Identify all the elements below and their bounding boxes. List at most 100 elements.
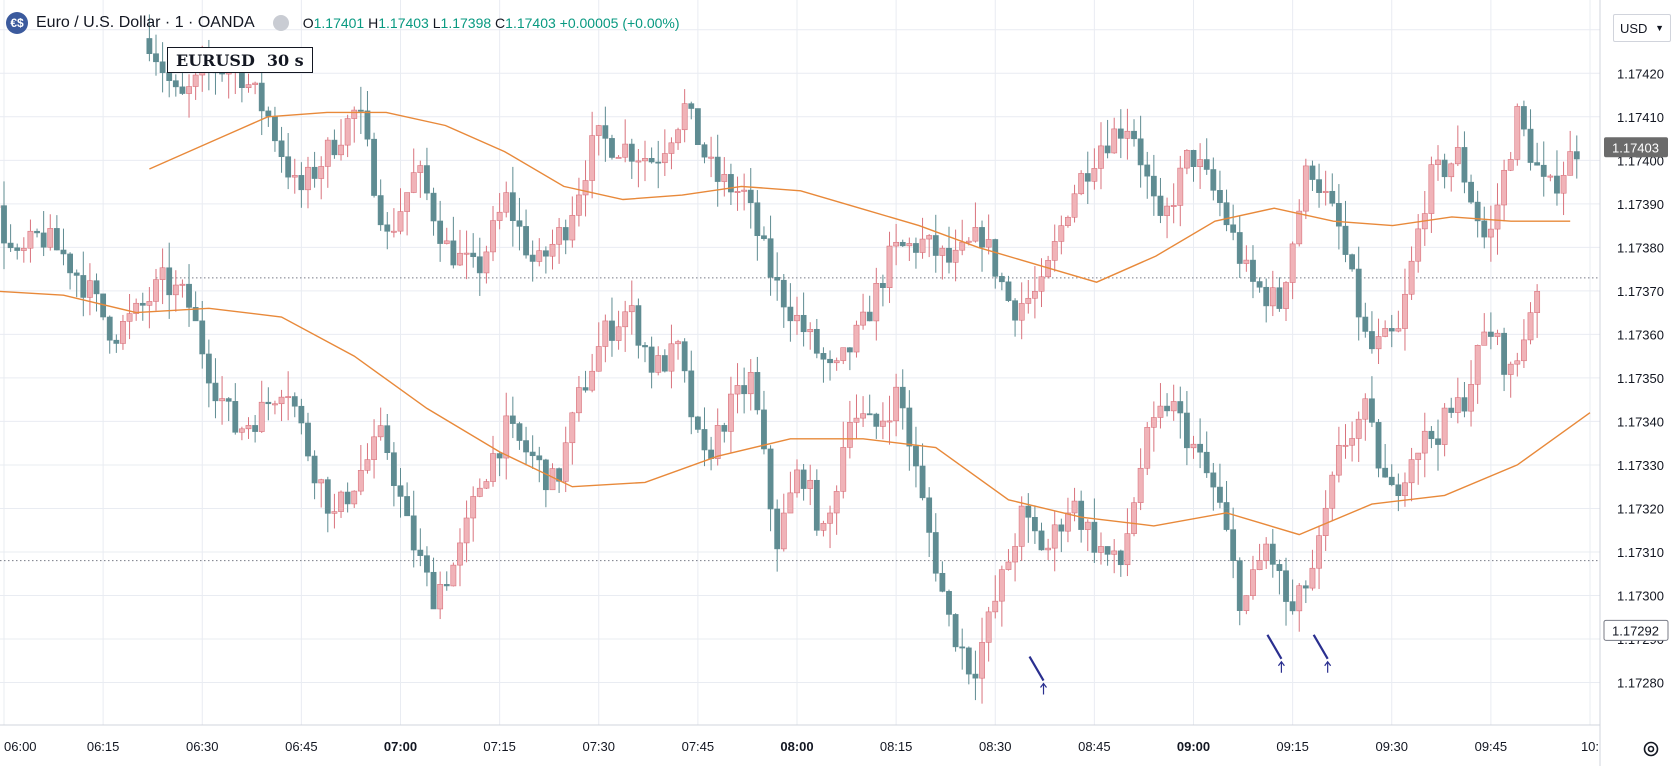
lower-candle	[873, 413, 880, 427]
lower-candle	[1124, 533, 1131, 566]
upper-candle	[1369, 331, 1375, 350]
upper-candle	[179, 86, 186, 94]
lower-candle	[780, 512, 787, 550]
upper-candle	[767, 238, 774, 278]
lower-candle	[1177, 401, 1184, 414]
currency-flag-icon: €$	[6, 12, 28, 34]
currency-dropdown[interactable]: USD ▼	[1613, 14, 1671, 42]
lower-candle	[761, 409, 767, 450]
x-tick-label: 10:	[1581, 739, 1599, 754]
lower-candle	[53, 228, 60, 251]
lower-candle	[437, 584, 444, 610]
upper-candle	[1362, 316, 1369, 332]
lower-candle	[1203, 451, 1210, 474]
upper-candle	[602, 125, 609, 139]
lower-candle	[490, 453, 496, 482]
lower-candle	[199, 320, 206, 355]
lower-candle	[258, 401, 265, 432]
lower-candle	[106, 316, 113, 341]
symbol-title[interactable]: Euro / U.S. Dollar · 1 · OANDA	[36, 14, 255, 31]
lower-candle	[278, 396, 285, 405]
lower-candle	[186, 283, 192, 308]
upper-candle	[846, 347, 853, 353]
x-tick-label: 07:30	[582, 739, 615, 754]
upper-candle	[959, 241, 966, 251]
upper-candle	[701, 144, 708, 158]
lower-candle	[483, 481, 490, 489]
lower-candle	[305, 422, 311, 457]
upper-candle	[1573, 151, 1580, 160]
lower-candle	[794, 469, 800, 494]
upper-candle	[926, 235, 933, 240]
upper-candle	[1461, 147, 1468, 183]
upper-candle	[450, 240, 457, 266]
lower-candle	[1527, 312, 1534, 341]
secondary-price-label: 1.17292	[1612, 623, 1659, 638]
lower-candle	[1025, 505, 1032, 518]
upper-candle	[1329, 190, 1336, 204]
chart-grid	[0, 0, 1600, 725]
x-tick-label: 06:00	[4, 739, 37, 754]
x-tick-label: 06:15	[87, 739, 120, 754]
upper-candle	[1494, 204, 1501, 230]
lower-moving-average	[0, 290, 1591, 536]
y-tick-label: 1.17350	[1617, 371, 1664, 386]
upper-candle	[291, 175, 298, 178]
lower-candle	[952, 614, 959, 648]
lower-candle	[648, 346, 655, 373]
lower-candle	[1375, 422, 1382, 469]
x-tick-label: 09:00	[1177, 739, 1210, 754]
lower-candle	[166, 267, 173, 296]
upper-candle	[318, 166, 325, 179]
upper-candle	[569, 215, 576, 241]
upper-candle	[172, 80, 179, 88]
upper-candle	[1415, 228, 1422, 262]
x-tick-label: 09:15	[1276, 739, 1309, 754]
lower-candle	[212, 382, 219, 402]
lower-candle	[893, 386, 900, 422]
upper-candle	[1507, 159, 1514, 171]
upper-candle	[873, 283, 880, 322]
upper-candle	[1137, 138, 1144, 166]
upper-candle	[615, 156, 622, 159]
upper-candle	[1078, 173, 1085, 195]
candles	[0, 14, 1580, 704]
upper-candle	[1388, 328, 1395, 332]
upper-candle	[754, 202, 761, 236]
lower-candle	[252, 425, 259, 432]
lower-candle	[767, 448, 774, 510]
upper-candle	[1567, 151, 1574, 176]
upper-candle	[985, 239, 992, 248]
lower-candle	[1131, 502, 1137, 534]
lower-candle	[1058, 524, 1065, 532]
upper-candle	[529, 254, 536, 262]
lower-candle	[153, 279, 159, 302]
lower-candle	[714, 425, 721, 459]
market-status-icon[interactable]	[272, 15, 289, 31]
upper-candle	[1514, 106, 1521, 160]
lower-candle	[351, 490, 358, 505]
lower-candle	[556, 468, 562, 482]
annotation-arrow	[1028, 655, 1045, 682]
last-price-label: 1.17403	[1612, 140, 1659, 155]
lower-candle	[1468, 384, 1474, 412]
upper-candle	[1302, 165, 1309, 212]
upper-candle	[648, 158, 655, 163]
upper-candle	[661, 153, 668, 164]
lower-candle	[939, 572, 946, 592]
lower-candle	[926, 497, 933, 533]
lower-candle	[225, 398, 232, 402]
annotation-arrow-head	[1324, 660, 1332, 673]
y-tick-label: 1.17280	[1617, 676, 1664, 691]
currency-label: USD	[1620, 20, 1648, 36]
upper-candle	[1349, 254, 1355, 270]
upper-candle	[476, 256, 483, 274]
upper-candle	[542, 250, 549, 257]
gear-icon[interactable]	[1641, 739, 1661, 759]
upper-candle	[311, 166, 318, 179]
upper-candle	[509, 192, 516, 221]
upper-candle	[932, 235, 939, 256]
upper-candle	[827, 358, 833, 364]
lower-candle	[860, 413, 866, 419]
